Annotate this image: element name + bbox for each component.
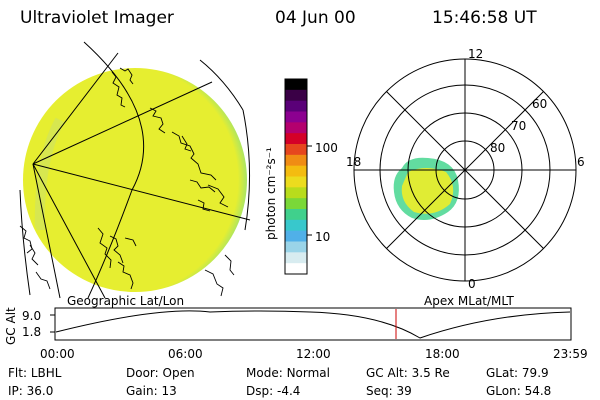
info-door: Door: Open bbox=[126, 366, 195, 380]
info-glon: GLon: 54.8 bbox=[486, 384, 552, 398]
colorbar-swatch bbox=[285, 165, 307, 177]
mlat-label-60: 60 bbox=[532, 97, 548, 111]
color-scale-bar bbox=[284, 78, 312, 275]
date-label: 04 Jun 00 bbox=[275, 8, 356, 28]
geographic-image-panel bbox=[19, 41, 251, 299]
mlt-label-6: 6 bbox=[577, 155, 585, 169]
colorbar-swatch bbox=[285, 241, 307, 253]
instrument-title: Ultraviolet Imager bbox=[20, 8, 174, 28]
info-gain: Gain: 13 bbox=[126, 384, 177, 398]
earth-disk bbox=[23, 68, 247, 292]
altitude-ytick-9: 9.0 bbox=[22, 309, 42, 323]
geo-grid bbox=[19, 41, 251, 299]
colorbar-tick-10: 10 bbox=[315, 230, 331, 244]
info-gc-alt: GC Alt: 3.5 Re bbox=[366, 366, 450, 380]
colorbar-swatch bbox=[285, 154, 307, 167]
altitude-ytick-1-8: 1.8 bbox=[22, 325, 42, 339]
info-seq: Seq: 39 bbox=[366, 384, 412, 398]
colorbar-swatch bbox=[285, 79, 307, 91]
colorbar-swatch bbox=[285, 133, 307, 145]
auroral-oval-core bbox=[401, 168, 454, 214]
altitude-ylabel: GC Alt bbox=[4, 307, 18, 345]
info-mode: Mode: Normal bbox=[246, 366, 330, 380]
info-ip: IP: 36.0 bbox=[8, 384, 54, 398]
altitude-plot bbox=[50, 307, 572, 341]
info-flt: Flt: LBHL bbox=[8, 366, 62, 380]
polar-grid bbox=[353, 58, 577, 282]
colorbar-swatch bbox=[285, 263, 307, 275]
time-label: 15:46:58 UT bbox=[432, 8, 537, 28]
altitude-xtick-2359: 23:59 bbox=[553, 347, 588, 361]
polar-panel-label: Apex MLat/MLT bbox=[424, 294, 514, 308]
colorbar-swatch bbox=[285, 122, 307, 134]
colorbar-tick-100: 100 bbox=[315, 141, 338, 155]
geographic-panel-label: Geographic Lat/Lon bbox=[67, 294, 185, 308]
mlat-label-70: 70 bbox=[511, 119, 527, 133]
altitude-curve bbox=[55, 310, 571, 339]
colorbar-swatch bbox=[285, 209, 307, 221]
colorbar-swatch bbox=[285, 111, 307, 123]
mlat-label-80: 80 bbox=[490, 141, 506, 155]
colorbar-swatch bbox=[285, 198, 307, 210]
colorbar-swatch bbox=[285, 176, 307, 188]
altitude-xtick-0000: 00:00 bbox=[40, 347, 75, 361]
colorbar-swatch bbox=[285, 100, 307, 112]
altitude-xtick-1800: 18:00 bbox=[425, 347, 460, 361]
altitude-xtick-1200: 12:00 bbox=[296, 347, 331, 361]
altitude-xtick-0600: 06:00 bbox=[168, 347, 203, 361]
info-dsp: Dsp: -4.4 bbox=[246, 384, 301, 398]
colorbar-swatch bbox=[285, 230, 307, 242]
colorbar-swatch bbox=[285, 219, 307, 232]
mlt-label-0: 0 bbox=[468, 277, 476, 291]
colorbar-swatch bbox=[285, 144, 307, 156]
polar-mlt-panel bbox=[353, 58, 577, 282]
colorbar-swatch bbox=[285, 187, 307, 199]
mlt-label-12: 12 bbox=[468, 47, 484, 61]
altitude-plot-frame bbox=[54, 307, 572, 341]
info-glat: GLat: 79.9 bbox=[486, 366, 549, 380]
coastlines bbox=[19, 67, 235, 297]
mlt-label-18: 18 bbox=[346, 155, 362, 169]
colorbar-swatch bbox=[285, 89, 307, 102]
colorbar-unit-label: photon cm⁻²s⁻¹ bbox=[264, 147, 278, 240]
colorbar-swatch bbox=[285, 252, 307, 264]
